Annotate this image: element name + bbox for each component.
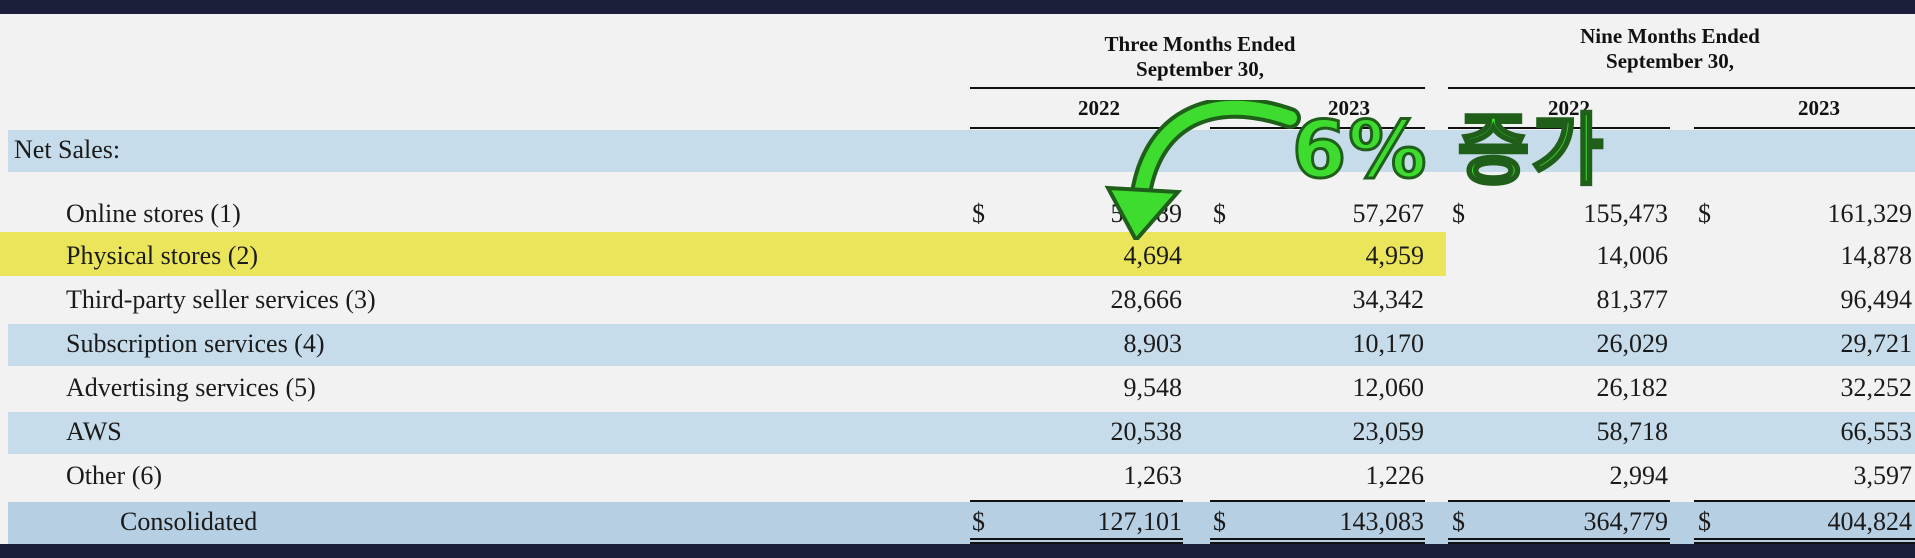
row-value-col-3: 14,006 [1596, 241, 1669, 270]
row-value-col-2: 4,959 [1365, 241, 1425, 270]
row-value-col-2: 143,083 [1339, 507, 1425, 536]
row-value-col-1: 127,101 [1097, 507, 1183, 536]
total-rule-under1 [970, 538, 1183, 540]
row-value-col-1: 8,903 [1123, 329, 1183, 358]
row-value-col-4: 66,553 [1840, 417, 1913, 446]
row-value-col-1: 9,548 [1123, 373, 1183, 402]
currency-symbol: $ [1698, 507, 1711, 536]
row-value-col-3: 364,779 [1583, 507, 1669, 536]
nine-months-title: Nine Months Ended [1580, 24, 1760, 48]
total-rule-under1 [1210, 538, 1425, 540]
row-value-col-4: 404,824 [1827, 507, 1913, 536]
table-row: AWS 20,538 23,059 58,718 66,553 [8, 412, 1915, 454]
row-value-col-3: 2,994 [1609, 461, 1669, 490]
year-col-3: 2022 [1548, 96, 1590, 120]
row-value-col-2: 34,342 [1352, 285, 1425, 314]
row-value-col-1: 1,263 [1123, 461, 1183, 490]
total-rule-above [1694, 500, 1915, 502]
year-rule-4 [1694, 127, 1915, 129]
total-rule-under2 [1694, 542, 1915, 544]
nine-months-header: Nine Months Ended September 30, [1470, 24, 1870, 74]
currency-symbol: $ [972, 507, 985, 536]
row-label: AWS [66, 417, 122, 446]
row-value-col-4: 96,494 [1840, 285, 1913, 314]
total-rule-above [1448, 500, 1670, 502]
row-label: Physical stores (2) [66, 241, 259, 270]
table-row: Subscription services (4) 8,903 10,170 26,0… [8, 324, 1915, 366]
currency-symbol: $ [1698, 199, 1711, 228]
three-months-header-rule [970, 87, 1425, 89]
row-value-col-1: 20,538 [1110, 417, 1183, 446]
total-rule-under2 [970, 542, 1183, 544]
year-rule-1 [970, 127, 1183, 129]
table-row: Other (6) 1,263 1,226 2,994 3,597 [8, 456, 1915, 498]
net-sales-label: Net Sales: [14, 135, 121, 164]
net-sales-row: Net Sales: [8, 130, 1915, 172]
row-value-col-1: 28,666 [1110, 285, 1183, 314]
row-value-col-3: 155,473 [1583, 199, 1669, 228]
row-label: Advertising services (5) [66, 373, 316, 402]
row-value-col-4: 161,329 [1827, 199, 1913, 228]
nine-months-header-rule [1448, 87, 1915, 89]
year-col-4: 2023 [1798, 96, 1840, 120]
row-value-col-3: 26,029 [1596, 329, 1669, 358]
row-label: Consolidated [120, 507, 258, 536]
row-label: Online stores (1) [66, 199, 241, 228]
total-rule-under2 [1210, 542, 1425, 544]
row-value-col-4: 32,252 [1840, 373, 1913, 402]
highlight-band [0, 232, 1446, 276]
table-row: Advertising services (5) 9,548 12,060 26,18… [8, 368, 1915, 410]
total-rule-under1 [1694, 538, 1915, 540]
row-value-col-3: 81,377 [1596, 285, 1669, 314]
three-months-title: Three Months Ended [1104, 32, 1296, 56]
row-value-col-4: 14,878 [1840, 241, 1913, 270]
currency-symbol: $ [1452, 507, 1465, 536]
row-value-col-2: 23,059 [1352, 417, 1425, 446]
year-col-1: 2022 [1078, 96, 1120, 120]
row-value-col-3: 58,718 [1596, 417, 1669, 446]
total-rule-under1 [1448, 538, 1670, 540]
table-row: Consolidated 127,101 $143,083 $364,779 $404,… [8, 502, 1915, 544]
three-months-subtitle: September 30, [1136, 57, 1264, 81]
currency-symbol: $ [1213, 199, 1226, 228]
currency-symbol: $ [1213, 507, 1226, 536]
total-rule-under2 [1448, 542, 1670, 544]
total-rule-above [970, 500, 1183, 502]
three-months-header: Three Months Ended September 30, [1000, 32, 1400, 82]
row-label: Other (6) [66, 461, 163, 490]
year-col-2: 2023 [1328, 96, 1370, 120]
row-value-col-2: 1,226 [1365, 461, 1425, 490]
row-value-col-3: 26,182 [1596, 373, 1669, 402]
nine-months-subtitle: September 30, [1606, 49, 1734, 73]
row-label: Subscription services (4) [66, 329, 325, 358]
row-value-col-4: 29,721 [1840, 329, 1913, 358]
currency-symbol: $ [1452, 199, 1465, 228]
currency-symbol: $ [972, 199, 985, 228]
row-value-col-2: 57,267 [1352, 199, 1425, 228]
financial-statement: Three Months Ended September 30, Nine Mo… [0, 14, 1915, 544]
row-label: Third-party seller services (3) [66, 285, 376, 314]
row-value-col-4: 3,597 [1853, 461, 1913, 490]
table-row: Third-party seller services (3) 28,666 34,… [8, 280, 1915, 322]
growth-annotation: 6% 증가 [1290, 105, 1606, 198]
curved-arrow-icon [1104, 100, 1301, 240]
row-value-col-1: 4,694 [1123, 241, 1183, 270]
row-value-col-2: 12,060 [1352, 373, 1425, 402]
table-row: Online stores (1)53,489$57,267$155,473$1… [8, 194, 1915, 236]
total-rule-above [1210, 500, 1425, 502]
row-value-col-2: 10,170 [1352, 329, 1425, 358]
year-rule-3 [1448, 127, 1670, 129]
table-row: Physical stores (2) 4,694 4,959 14,006 14,87… [8, 236, 1915, 278]
year-rule-2 [1210, 127, 1425, 129]
